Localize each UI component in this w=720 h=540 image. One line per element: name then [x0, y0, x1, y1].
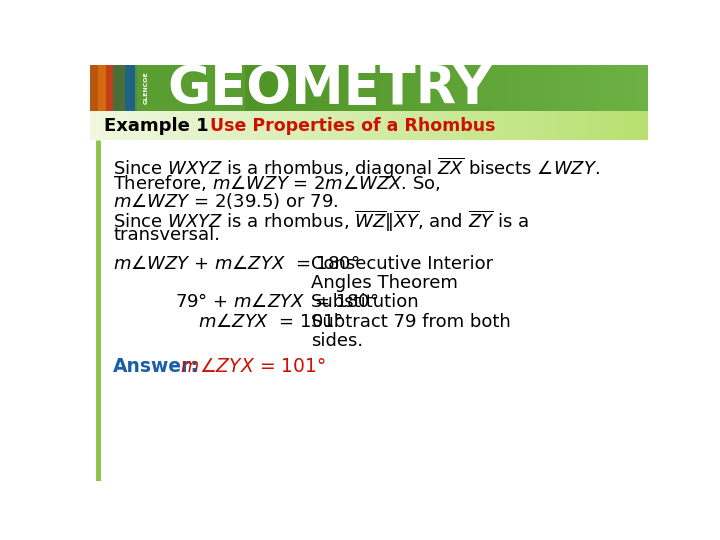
Text: Substitution: Substitution	[311, 294, 420, 312]
FancyBboxPatch shape	[113, 65, 137, 111]
FancyBboxPatch shape	[90, 65, 648, 111]
Text: GEOMETRY: GEOMETRY	[168, 63, 492, 116]
Text: Example 1: Example 1	[104, 117, 209, 136]
Text: Use Properties of a Rhombus: Use Properties of a Rhombus	[210, 117, 495, 136]
Text: $m\angle\mathit{WZY}$ + $m\angle\mathit{ZYX}$  = 180°: $m\angle\mathit{WZY}$ + $m\angle\mathit{…	[113, 255, 360, 273]
Text: Therefore, $m\angle\mathit{WZY}$ = $2m\angle\mathit{WZX}$. So,: Therefore, $m\angle\mathit{WZY}$ = $2m\a…	[113, 173, 441, 193]
Text: Angles Theorem: Angles Theorem	[311, 274, 458, 292]
Text: Consecutive Interior: Consecutive Interior	[311, 255, 493, 273]
FancyBboxPatch shape	[98, 65, 137, 111]
Text: $m\angle\mathit{ZYX}$ = 101°: $m\angle\mathit{ZYX}$ = 101°	[169, 357, 326, 376]
Text: transversal.: transversal.	[113, 226, 220, 245]
Text: GLENCOE: GLENCOE	[143, 71, 148, 104]
FancyBboxPatch shape	[90, 140, 648, 481]
FancyBboxPatch shape	[135, 65, 137, 111]
FancyBboxPatch shape	[106, 65, 137, 111]
Text: $m\angle\mathit{WZY}$ = 2(39.5) or 79.: $m\angle\mathit{WZY}$ = 2(39.5) or 79.	[113, 191, 338, 211]
Text: Answer:: Answer:	[113, 357, 199, 376]
FancyBboxPatch shape	[125, 65, 137, 111]
Text: sides.: sides.	[311, 332, 363, 350]
FancyBboxPatch shape	[90, 65, 137, 111]
Text: 79° + $m\angle\mathit{ZYX}$  = 180°: 79° + $m\angle\mathit{ZYX}$ = 180°	[175, 294, 379, 312]
Text: Since $\mathit{WXYZ}$ is a rhombus, diagonal $\overline{\mathit{ZX}}$ bisects $\: Since $\mathit{WXYZ}$ is a rhombus, diag…	[113, 156, 600, 181]
Text: $m\angle\mathit{ZYX}$  = 101°: $m\angle\mathit{ZYX}$ = 101°	[199, 313, 344, 330]
Text: Subtract 79 from both: Subtract 79 from both	[311, 313, 510, 330]
Text: Since $\mathit{WXYZ}$ is a rhombus, $\overline{\mathit{WZ}}\|\overline{\mathit{X: Since $\mathit{WXYZ}$ is a rhombus, $\ov…	[113, 209, 529, 234]
